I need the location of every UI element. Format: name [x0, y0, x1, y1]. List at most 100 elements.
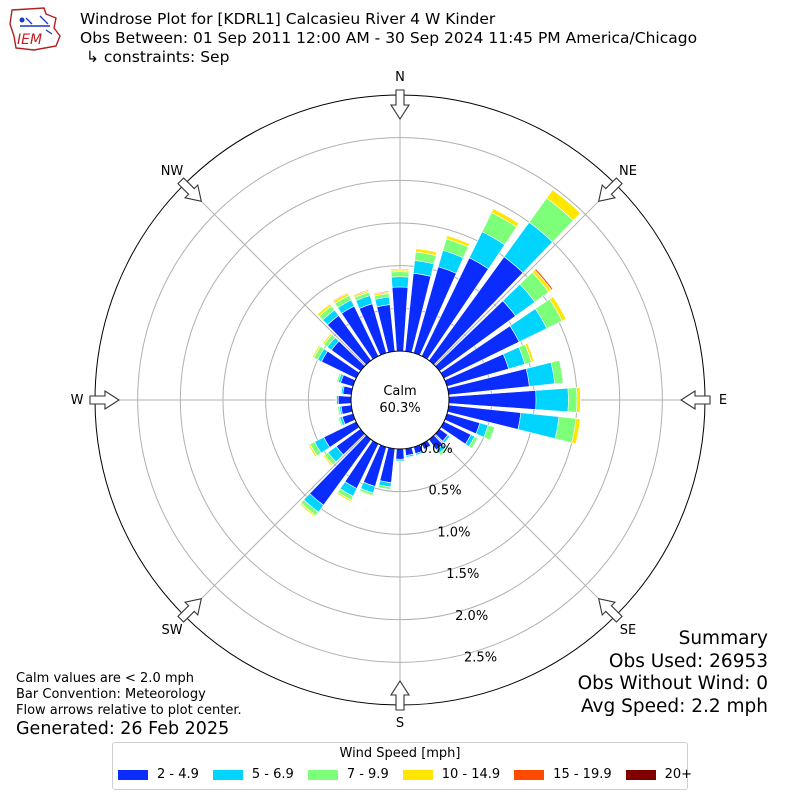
r-tick-label: 2.0%	[455, 609, 488, 624]
calm-value: 60.3%	[379, 401, 420, 416]
calm-circle	[350, 350, 450, 450]
iem-logo: IEM	[9, 7, 61, 51]
legend-title: Wind Speed [mph]	[339, 746, 461, 761]
windrose-bar	[415, 248, 438, 256]
direction-arrows	[89, 89, 711, 711]
arrow-shape	[597, 597, 623, 623]
windrose-bar	[576, 387, 581, 413]
legend: Wind Speed [mph] 2 - 4.9 5 - 6.9 7 - 9.9…	[112, 742, 692, 790]
legend-label: 7 - 9.9	[346, 767, 389, 782]
legend-label: 20+	[664, 767, 693, 782]
windrose-bar	[395, 458, 405, 462]
windrose-bar	[424, 445, 433, 452]
arrow-shape	[177, 177, 203, 203]
windrose-bar	[308, 443, 318, 458]
windrose-bar	[339, 385, 343, 395]
arrow-shape	[389, 89, 411, 121]
windrose-bar	[316, 303, 332, 317]
obs-used: Obs Used: 26953	[608, 650, 768, 672]
grid-spoke	[183, 183, 366, 366]
summary-title: Summary	[678, 628, 768, 649]
legend-label: 2 - 4.9	[157, 767, 199, 782]
arrow-shape	[177, 597, 203, 623]
windrose-bar	[546, 189, 581, 221]
plot-notes: Calm values are < 2.0 mph Bar Convention…	[16, 671, 242, 719]
direction-arrow	[177, 177, 203, 203]
r-tick-label: 2.5%	[464, 651, 497, 666]
windrose-bar	[415, 450, 424, 456]
radial-labels: 0.0% 0.5% 1.0% 1.5% 2.0% 2.5%	[420, 442, 497, 666]
chart-title: Windrose Plot for [KDRL1] Calcasieu Rive…	[80, 10, 496, 28]
direction-arrow	[597, 177, 623, 203]
legend-item: 15 - 19.9	[514, 767, 612, 782]
grid-spoke	[434, 183, 617, 366]
windrose-bar	[352, 289, 369, 297]
r-tick-label: 0.5%	[429, 484, 462, 499]
legend-label: 5 - 6.9	[251, 767, 294, 782]
windrose-bar	[311, 344, 321, 359]
windrose-bar	[534, 268, 554, 291]
logo-text: IEM	[17, 32, 42, 48]
windrose-bar	[336, 491, 352, 502]
arrow-shape	[597, 177, 623, 203]
windrose-bar	[337, 416, 344, 427]
legend-label: 15 - 19.9	[553, 767, 612, 782]
legend-item: 20+	[625, 767, 693, 782]
arrow-shape	[89, 389, 121, 411]
windrose-bar	[395, 448, 405, 460]
direction-arrow	[389, 679, 411, 711]
avg-speed: Avg Speed: 2.2 mph	[580, 695, 768, 717]
windrose-bar	[373, 290, 389, 295]
windrose-bar	[535, 387, 569, 413]
bar-convention: Bar Convention: Meteorology	[16, 687, 206, 702]
windrose-bar	[391, 276, 409, 288]
windrose-bar	[549, 296, 567, 322]
windrose-bar	[390, 268, 410, 271]
direction-arrow	[597, 597, 623, 623]
direction-arrow	[177, 597, 203, 623]
summary-block: Summary Obs Used: 26953 Obs Without Wind…	[578, 628, 768, 718]
windrose-bar	[322, 454, 334, 467]
legend-swatch	[514, 769, 545, 780]
legend-label: 10 - 14.9	[441, 767, 501, 782]
windrose-bar	[517, 412, 560, 440]
windrose-bar	[332, 291, 349, 302]
windrose-bar	[337, 395, 352, 405]
legend-item: 7 - 9.9	[307, 767, 389, 782]
obs-without-wind: Obs Without Wind: 0	[577, 673, 768, 694]
direction-arrow	[389, 89, 411, 121]
compass-sw: SW	[161, 623, 182, 638]
windrose-bar	[444, 435, 452, 444]
compass-e: E	[719, 393, 727, 408]
windrose-bar	[337, 406, 342, 416]
windrose-bar	[391, 286, 409, 352]
windrose-bar	[299, 502, 317, 518]
windrose-bar	[335, 395, 337, 405]
windrose-bar	[336, 372, 342, 383]
windrose-bar	[571, 418, 581, 445]
constraints-text: ↳ constraints: Sep	[86, 48, 230, 66]
legend-item: 2 - 4.9	[118, 767, 199, 782]
legend-item: 10 - 14.9	[402, 767, 501, 782]
windrose-bar	[340, 404, 353, 415]
compass-s: S	[396, 716, 404, 731]
legend-swatch	[625, 769, 656, 780]
windrose-bar	[377, 484, 392, 490]
legend-swatch	[118, 769, 148, 780]
grid-spoke	[434, 434, 617, 617]
legend-item: 5 - 6.9	[212, 767, 294, 782]
grid-spoke	[183, 434, 366, 617]
legend-swatch	[212, 769, 243, 780]
windrose-bar	[567, 387, 578, 413]
legend-swatch	[307, 769, 338, 780]
title-block: Windrose Plot for [KDRL1] Calcasieu Rive…	[80, 10, 697, 67]
windrose-bar	[491, 208, 520, 228]
compass-nw: NW	[161, 164, 184, 179]
legend-items: 2 - 4.9 5 - 6.9 7 - 9.9 10 - 14.9 15 - 1…	[118, 767, 706, 782]
r-tick-label: 1.5%	[446, 567, 479, 582]
windrose-bar	[438, 447, 449, 456]
direction-arrow	[679, 389, 711, 411]
flow-note: Flow arrows relative to plot center.	[16, 703, 242, 718]
arrow-shape	[389, 679, 411, 711]
